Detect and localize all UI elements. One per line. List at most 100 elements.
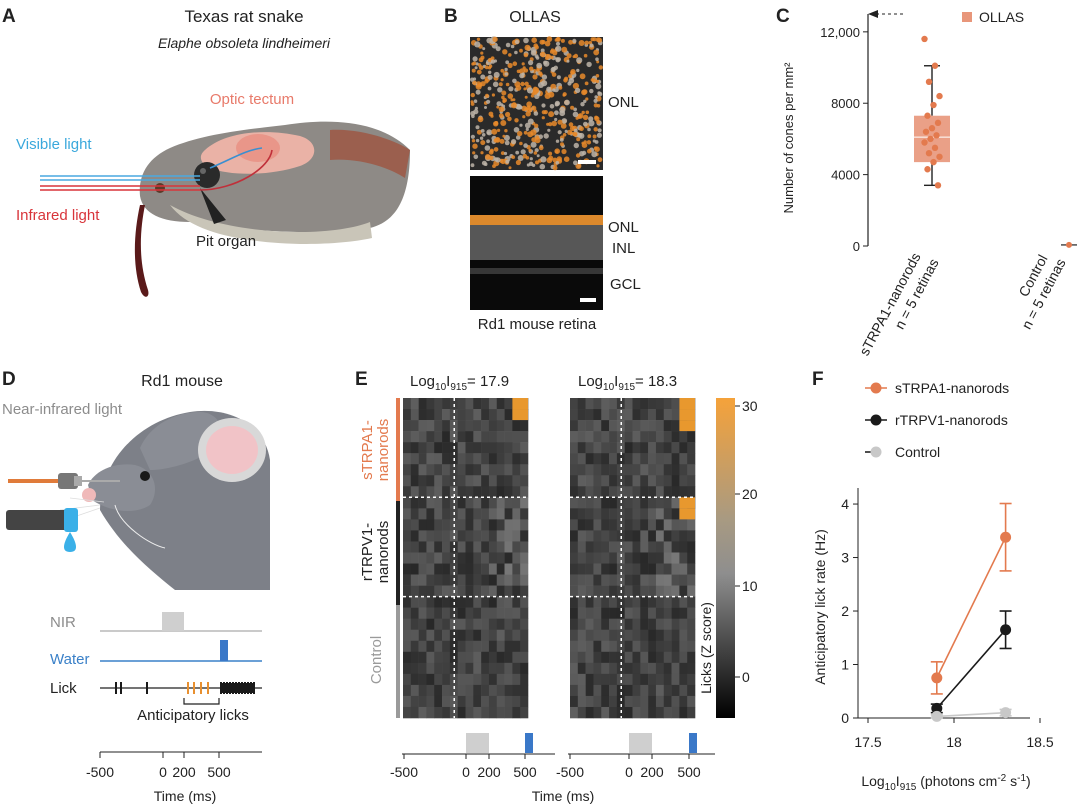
cone-dot bbox=[585, 110, 590, 115]
e-heatmap-cell bbox=[473, 563, 482, 575]
e-heatmap-cell bbox=[465, 519, 474, 531]
e-heatmap-cell bbox=[663, 640, 672, 653]
cone-dot bbox=[488, 70, 492, 75]
e-heatmap-cell bbox=[520, 552, 529, 564]
cone-dot bbox=[480, 129, 485, 133]
cone-dot bbox=[572, 82, 580, 90]
e-heatmap-cell bbox=[687, 695, 696, 708]
cone-dot bbox=[493, 71, 500, 78]
e-heatmap-cell bbox=[496, 420, 505, 432]
e-heatmap-cell bbox=[687, 486, 696, 498]
e-heatmap-cell bbox=[465, 596, 474, 608]
e-group-bar-rtrpv1 bbox=[396, 501, 400, 605]
e-heatmap-cell bbox=[457, 431, 466, 443]
cone-dot bbox=[470, 163, 475, 168]
e-heatmap-cell bbox=[585, 519, 594, 531]
e-heatmap-cell bbox=[624, 618, 633, 631]
d-anticipatory-bracket bbox=[183, 698, 220, 705]
e-heatmap-cell bbox=[648, 464, 657, 476]
e-heatmap-cell bbox=[418, 541, 427, 553]
cone-dot bbox=[555, 150, 559, 154]
c-data-point bbox=[931, 144, 939, 152]
e-heatmap-cell bbox=[601, 585, 610, 597]
e-heatmap-cell bbox=[426, 519, 435, 531]
e-water-bar-left bbox=[525, 733, 533, 753]
e-heatmap-cell bbox=[679, 530, 688, 542]
e-heatmap-cell bbox=[465, 497, 474, 509]
e-heatmap-cell bbox=[465, 629, 474, 642]
e-heatmap-cell bbox=[601, 552, 610, 564]
e-heatmap-cell bbox=[504, 409, 513, 421]
f-y-tick-label: 4 bbox=[841, 496, 849, 512]
cone-dot bbox=[490, 59, 496, 64]
cone-dot bbox=[586, 140, 592, 145]
e-heatmap-cell bbox=[679, 486, 688, 498]
e-heatmap-cell bbox=[488, 618, 498, 631]
e-heatmap-cell bbox=[504, 420, 513, 432]
e-heatmap-cell bbox=[648, 651, 657, 664]
e-heatmap-cell bbox=[520, 662, 529, 675]
e-heatmap-cell bbox=[457, 541, 466, 553]
e-heatmap-cell bbox=[442, 607, 451, 619]
f-data-point bbox=[931, 710, 943, 722]
e-heatmap-cell bbox=[585, 431, 594, 443]
e-heatmap-cell bbox=[601, 497, 610, 509]
label-pit-organ: Pit organ bbox=[196, 233, 256, 250]
e-heatmap-cell bbox=[449, 420, 458, 432]
e-heatmap-cell bbox=[473, 596, 482, 608]
e-heatmap-cell bbox=[640, 453, 649, 465]
cone-dot bbox=[533, 111, 539, 116]
e-heatmap-cell bbox=[671, 497, 680, 509]
cone-dot bbox=[533, 151, 538, 155]
cone-dot bbox=[546, 86, 552, 92]
cone-dot bbox=[541, 103, 546, 108]
e-heatmap-cell bbox=[671, 607, 680, 619]
c-y-tick-label: 4000 bbox=[831, 168, 860, 183]
cone-dot bbox=[504, 72, 509, 76]
cone-dot bbox=[487, 86, 492, 91]
e-heatmap-cell bbox=[624, 706, 633, 719]
e-heatmap-cell bbox=[426, 585, 435, 597]
cone-dot bbox=[523, 87, 527, 91]
e-heatmap-cell bbox=[512, 574, 521, 586]
cone-dot bbox=[534, 45, 539, 50]
e-intensity-left: Log10I915= 17.9 bbox=[410, 373, 509, 393]
e-heatmap-cell bbox=[632, 519, 641, 531]
e-heatmap-cell bbox=[585, 607, 594, 619]
e-heatmap-cell bbox=[655, 464, 665, 476]
e-heatmap-cell bbox=[624, 552, 633, 564]
layer-label-gcl: GCL bbox=[610, 276, 641, 293]
cone-dot bbox=[525, 127, 529, 131]
e-heatmap-cell bbox=[465, 530, 474, 542]
e-heatmap-cell bbox=[426, 607, 435, 619]
e-heatmap-cell bbox=[577, 618, 586, 631]
e-group-label-rtrpv1-2: nanorods bbox=[375, 521, 392, 584]
panel-a: A Texas rat snake Elaphe obsoleta lindhe… bbox=[2, 6, 410, 297]
e-heatmap-cell bbox=[512, 453, 521, 465]
cone-dot bbox=[535, 56, 540, 60]
e-heatmap-cell bbox=[655, 431, 665, 443]
e-heatmap-cell bbox=[504, 497, 513, 509]
cone-dot bbox=[581, 150, 587, 156]
e-heatmap-cell bbox=[570, 442, 579, 454]
e-heatmap-cell bbox=[601, 618, 610, 631]
e-heatmap-cell bbox=[601, 541, 610, 553]
e-heatmap-cell bbox=[512, 552, 521, 564]
cone-dot bbox=[548, 91, 555, 98]
e-heatmap-cell bbox=[457, 453, 466, 465]
e-heatmap-cell bbox=[632, 607, 641, 619]
e-heatmap-cell bbox=[655, 574, 665, 586]
e-heatmap-cell bbox=[655, 640, 665, 653]
e-heatmap-cell bbox=[663, 475, 672, 487]
e-heatmap-cell bbox=[520, 486, 529, 498]
e-heatmap-hot-cell bbox=[679, 420, 696, 432]
e-heatmap-cell bbox=[655, 475, 665, 487]
e-heatmap-cell bbox=[442, 662, 451, 675]
c-data-point bbox=[928, 125, 936, 132]
cone-dot bbox=[558, 85, 563, 90]
d-x-tick-label: 0 bbox=[159, 764, 167, 780]
e-heatmap-cell bbox=[632, 585, 641, 597]
cone-dot bbox=[523, 37, 529, 44]
cone-dot bbox=[592, 134, 597, 139]
e-heatmap-cell bbox=[426, 552, 435, 564]
